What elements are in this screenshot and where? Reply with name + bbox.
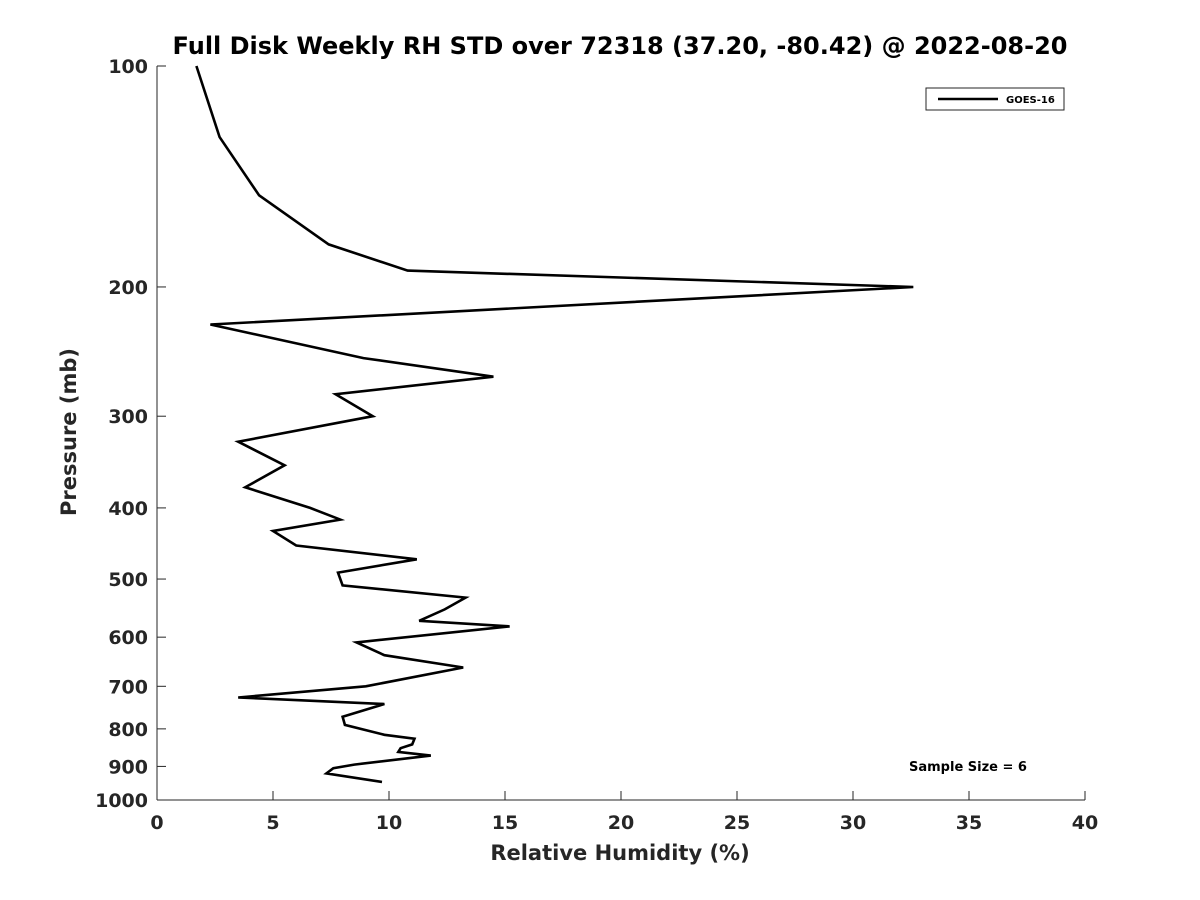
x-tick-label: 20 [608, 812, 634, 834]
x-tick-label: 5 [266, 812, 279, 834]
y-axis-ticks: 100 200 300 400 500 600 700 800 900 1000 [95, 56, 166, 812]
y-tick-label: 200 [108, 277, 148, 299]
y-tick-label: 800 [108, 719, 148, 741]
x-tick-label: 25 [724, 812, 750, 834]
y-tick-label: 700 [108, 676, 148, 698]
sample-size-annotation: Sample Size = 6 [909, 760, 1027, 775]
x-tick-label: 30 [840, 812, 866, 834]
chart-title: Full Disk Weekly RH STD over 72318 (37.2… [173, 32, 1068, 60]
series-layer [195, 65, 914, 784]
y-tick-label: 100 [108, 56, 148, 78]
y-axis-label: Pressure (mb) [57, 348, 81, 516]
x-tick-label: 40 [1072, 812, 1098, 834]
x-axis-ticks: 0 5 10 15 20 25 30 35 40 [150, 791, 1098, 834]
legend-label-goes-16: GOES-16 [1006, 95, 1055, 106]
x-axis-label: Relative Humidity (%) [490, 841, 749, 865]
y-tick-label: 1000 [95, 790, 148, 812]
x-tick-label: 0 [150, 812, 163, 834]
x-tick-label: 10 [376, 812, 402, 834]
y-tick-label: 900 [108, 756, 148, 778]
y-tick-label: 300 [108, 406, 148, 428]
y-tick-label: 400 [108, 498, 148, 520]
y-tick-label: 500 [108, 569, 148, 591]
axes [156, 66, 1085, 801]
legend: GOES-16 [925, 87, 1065, 111]
x-tick-label: 15 [492, 812, 518, 834]
series-line-goes-16 [195, 65, 914, 784]
x-tick-label: 35 [956, 812, 982, 834]
y-tick-label: 600 [108, 627, 148, 649]
